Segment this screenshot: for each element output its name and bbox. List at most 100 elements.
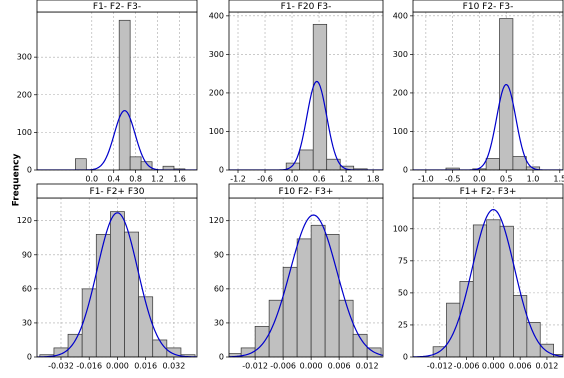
y-tick-label: 100 (393, 224, 408, 233)
bar (75, 158, 87, 170)
bar (513, 295, 528, 357)
x-tick-label: -1.0 (418, 175, 434, 184)
bar (512, 156, 527, 170)
x-tick-label: 1.6 (173, 175, 186, 184)
title-box (412, 183, 564, 199)
bar (118, 19, 131, 170)
bar (485, 158, 500, 170)
bar (446, 302, 461, 357)
plot-area (413, 12, 563, 170)
bar (254, 325, 270, 357)
bar (526, 322, 541, 357)
y-tick-label: 100 (393, 127, 408, 136)
y-tick-label: 200 (17, 90, 32, 99)
x-tick-label: -0.032 (48, 362, 74, 371)
plot-marks (37, 211, 197, 357)
y-tick-label: 90 (22, 250, 32, 259)
x-tick-label: 0.6 (313, 175, 326, 184)
x-tick-label: -0.006 (270, 362, 296, 371)
y-tick-label: 0 (403, 166, 408, 175)
y-tick-label: 300 (17, 53, 32, 62)
bar (81, 288, 97, 357)
panel-title: F10 F2- F3+ (279, 187, 334, 197)
y-tick-label: 300 (209, 50, 224, 59)
x-tick-label: 1.2 (340, 175, 353, 184)
y-tick-label: 30 (214, 318, 224, 327)
y-tick-label: 0 (27, 166, 32, 175)
plot-marks (229, 23, 383, 170)
y-tick-label: 400 (393, 11, 408, 20)
bar (312, 23, 328, 170)
plot-marks (37, 19, 197, 170)
panel-title: F1- F2+ F30 (90, 187, 145, 197)
bar (95, 233, 111, 357)
x-tick-label: 0.000 (300, 362, 323, 371)
bar (299, 149, 314, 170)
bar (140, 161, 153, 170)
y-tick-label: 120 (209, 216, 224, 225)
bar (338, 299, 354, 357)
y-tick-label: 200 (393, 88, 408, 97)
x-tick-label: 1.8 (367, 175, 380, 184)
y-tick-label: 0 (403, 353, 408, 362)
x-tick-label: -0.016 (76, 362, 102, 371)
x-tick-label: 0.000 (106, 362, 129, 371)
bar (296, 238, 312, 357)
y-tick-label: 120 (17, 216, 32, 225)
y-tick-label: 100 (17, 128, 32, 137)
x-tick-label: -0.6 (257, 175, 273, 184)
x-tick-label: 1.5 (553, 175, 564, 184)
plot-area (229, 12, 383, 170)
normal-curve (229, 214, 383, 357)
title-box (228, 183, 384, 199)
x-tick-label: 0.4 (107, 175, 120, 184)
y-tick-label: 200 (209, 88, 224, 97)
x-tick-label: 1.0 (527, 175, 540, 184)
x-tick-label: 0.5 (500, 175, 513, 184)
y-tick-label: 0 (219, 166, 224, 175)
title-box (228, 0, 384, 13)
y-tick-label: 60 (214, 284, 224, 293)
panel-title: F10 F2- F3- (463, 2, 514, 12)
y-tick-label: 25 (398, 320, 408, 329)
panel-title: F1- F2- F3- (93, 2, 141, 12)
bar (129, 156, 142, 170)
x-tick-label: 0.016 (134, 362, 157, 371)
normal-curve (413, 208, 563, 357)
x-tick-label: -0.012 (242, 362, 268, 371)
x-tick-label: 0.006 (328, 362, 351, 371)
x-tick-label: 0.000 (482, 362, 505, 371)
panel-title: F1- F20 F3- (281, 2, 332, 12)
y-tick-label: 0 (219, 353, 224, 362)
bar (124, 231, 139, 357)
title-box (36, 0, 198, 13)
x-tick-label: 0.032 (162, 362, 185, 371)
y-axis-label: Frequency (12, 154, 22, 207)
x-tick-label: 0.012 (356, 362, 379, 371)
plot-marks (413, 208, 563, 357)
y-tick-label: 300 (393, 50, 408, 59)
bar (486, 219, 501, 357)
normal-curve (37, 212, 197, 357)
bar (138, 296, 154, 357)
panel-title: F1+ F2- F3+ (460, 187, 517, 197)
bar (539, 343, 554, 357)
x-tick-label: -0.006 (454, 362, 480, 371)
y-tick-label: 400 (209, 11, 224, 20)
x-tick-label: 1.2 (151, 175, 164, 184)
x-tick-label: 0.006 (509, 362, 532, 371)
x-tick-label: -1.2 (230, 175, 246, 184)
x-tick-label: 0.0 (85, 175, 98, 184)
plot-marks (229, 214, 383, 357)
bar (162, 165, 175, 170)
plot-area (37, 12, 197, 170)
x-tick-label: 0.012 (535, 362, 558, 371)
bar (67, 333, 83, 357)
y-tick-label: 60 (22, 284, 32, 293)
x-tick-label: 0.8 (129, 175, 142, 184)
y-tick-label: 50 (398, 288, 408, 297)
title-box (36, 183, 198, 199)
y-tick-label: 100 (209, 127, 224, 136)
